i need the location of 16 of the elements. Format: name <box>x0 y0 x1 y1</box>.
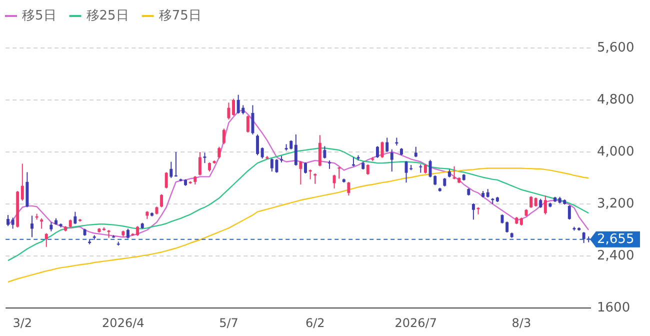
y-tick-label: 4,800 <box>597 92 634 108</box>
ref-line-label: 2,655 <box>597 232 634 247</box>
x-tick-label: 2026/4 <box>102 316 144 330</box>
y-tick-label: 5,600 <box>597 40 634 56</box>
x-tick-label: 6/2 <box>305 316 325 330</box>
x-tick-label: 8/3 <box>512 316 532 330</box>
y-tick-label: 2,400 <box>597 248 634 264</box>
legend-label: 移5日 <box>22 8 56 24</box>
x-tick-label: 3/2 <box>12 316 32 330</box>
x-tick-label: 2026/7 <box>394 316 437 330</box>
legend-label: 移75日 <box>158 8 202 24</box>
y-tick-label: 4,000 <box>597 144 634 160</box>
legend-label: 移25日 <box>86 8 129 24</box>
y-tick-label: 1600 <box>597 300 630 316</box>
y-tick-label: 3,200 <box>597 196 634 212</box>
x-tick-label: 5/7 <box>219 316 238 330</box>
